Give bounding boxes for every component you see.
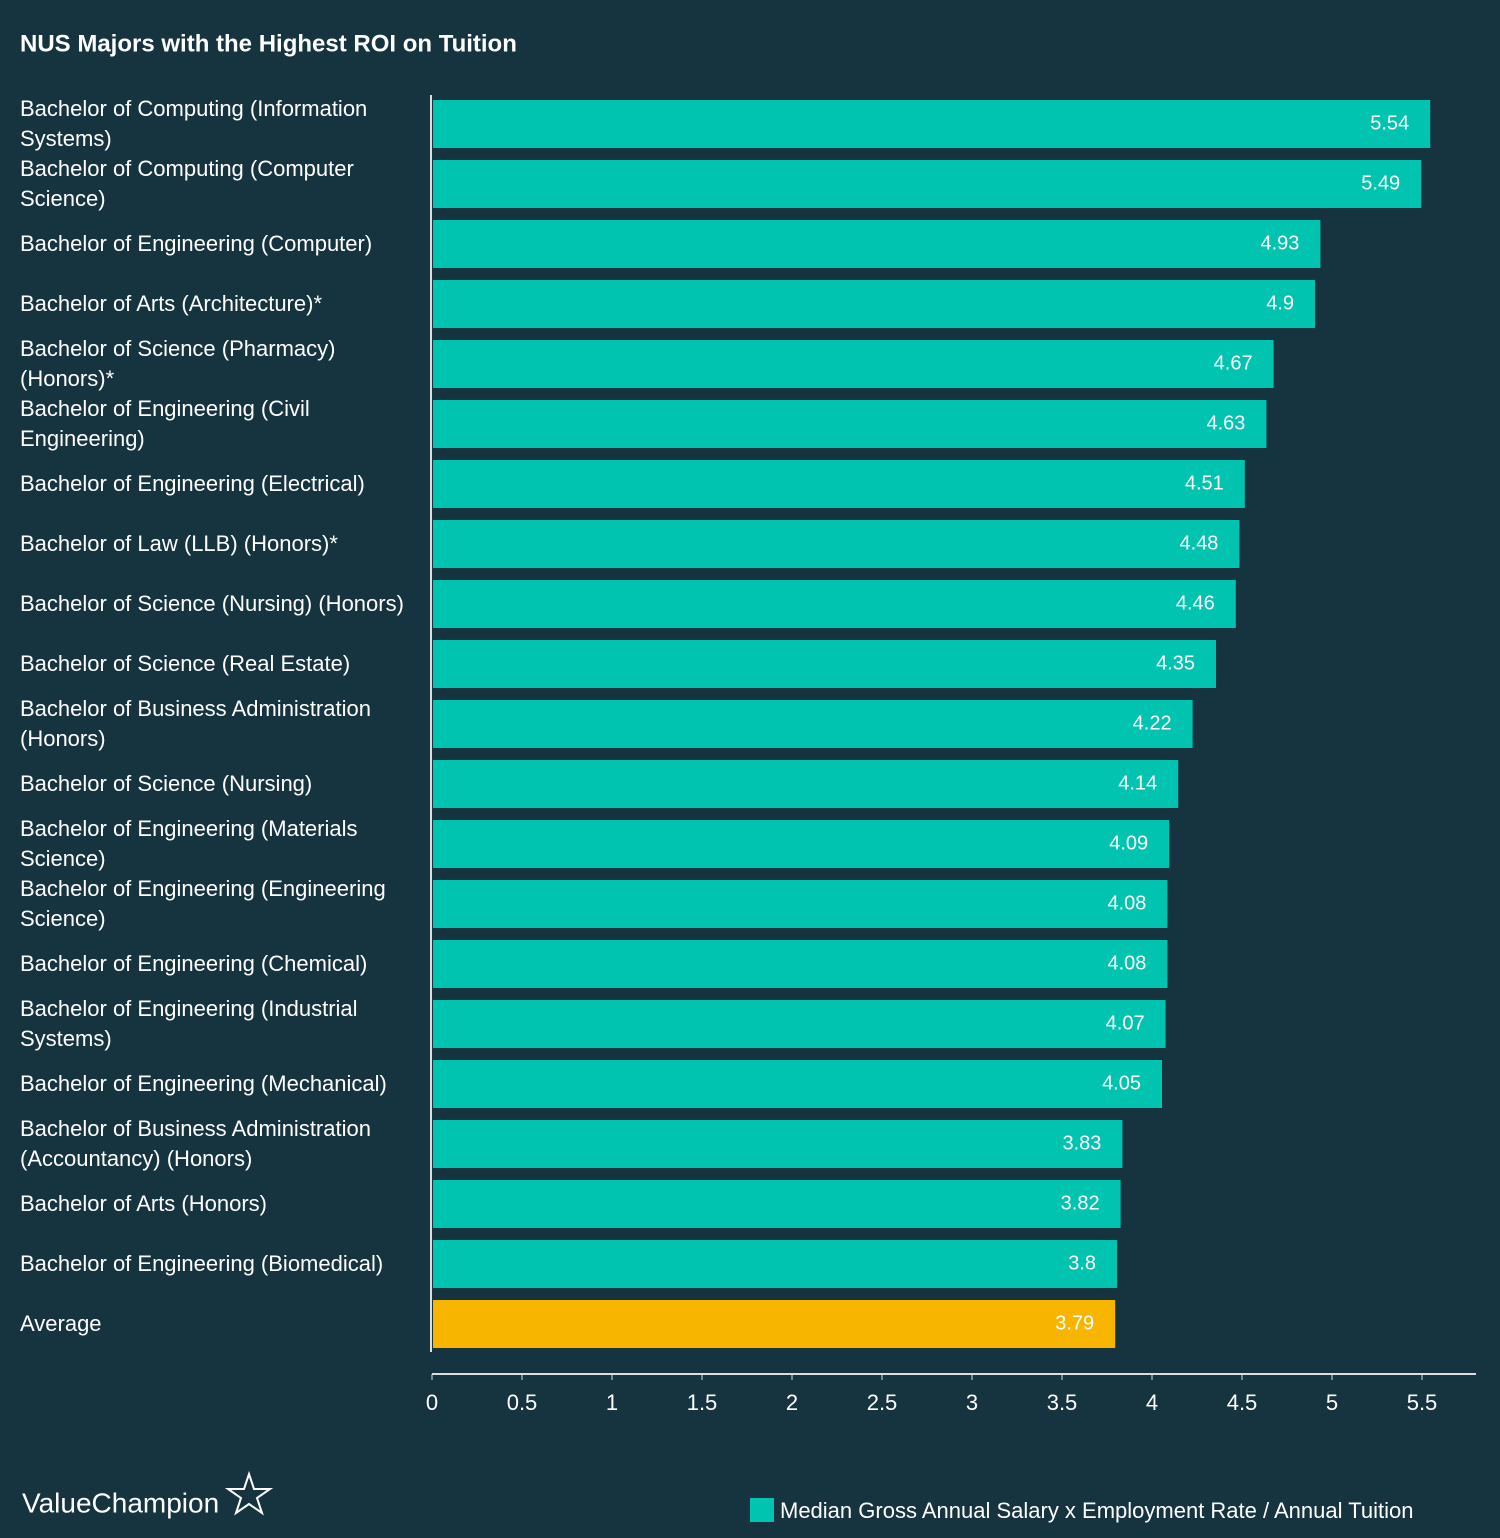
category-label: Bachelor of Engineering (Chemical) bbox=[20, 951, 368, 976]
bar bbox=[433, 400, 1267, 448]
category-label: Bachelor of Engineering (Industrial Syst… bbox=[20, 996, 358, 1051]
category-label: Average bbox=[20, 1311, 102, 1336]
x-tick-label: 0.5 bbox=[507, 1390, 538, 1415]
x-tick-label: 3.5 bbox=[1047, 1390, 1078, 1415]
bar bbox=[433, 100, 1431, 148]
x-tick-label: 3 bbox=[966, 1390, 978, 1415]
x-tick-label: 5 bbox=[1326, 1390, 1338, 1415]
value-label: 4.93 bbox=[1260, 232, 1299, 254]
value-label: 4.14 bbox=[1118, 772, 1157, 794]
bar bbox=[433, 940, 1168, 988]
bar bbox=[433, 160, 1422, 208]
brand: ValueChampion bbox=[22, 1487, 219, 1518]
x-tick-label: 1.5 bbox=[687, 1390, 718, 1415]
value-label: 4.46 bbox=[1176, 592, 1215, 614]
category-label: Bachelor of Arts (Architecture)* bbox=[20, 291, 323, 316]
category-label: Bachelor of Science (Nursing) (Honors) bbox=[20, 591, 404, 616]
category-label: Bachelor of Science (Pharmacy) (Honors)* bbox=[20, 336, 336, 391]
value-label: 4.48 bbox=[1179, 532, 1218, 554]
x-tick-label: 1 bbox=[606, 1390, 618, 1415]
value-label: 3.82 bbox=[1061, 1192, 1100, 1214]
bar bbox=[433, 640, 1216, 688]
value-label: 4.35 bbox=[1156, 652, 1195, 674]
legend-label: Median Gross Annual Salary x Employment … bbox=[780, 1498, 1413, 1523]
x-tick-label: 2 bbox=[786, 1390, 798, 1415]
value-label: 4.22 bbox=[1133, 712, 1172, 734]
value-label: 4.9 bbox=[1266, 292, 1294, 314]
bar bbox=[433, 1120, 1123, 1168]
bar bbox=[433, 1180, 1121, 1228]
category-label: Bachelor of Business Administration (Hon… bbox=[20, 696, 371, 751]
bar bbox=[433, 580, 1236, 628]
bar bbox=[433, 820, 1170, 868]
bar bbox=[433, 280, 1315, 328]
value-label: 4.63 bbox=[1206, 412, 1245, 434]
category-label: Bachelor of Science (Nursing) bbox=[20, 771, 313, 796]
category-label: Bachelor of Computing (Computer Science) bbox=[20, 156, 354, 211]
x-tick-label: 0 bbox=[426, 1390, 438, 1415]
category-label: Bachelor of Law (LLB) (Honors)* bbox=[20, 531, 338, 556]
chart-title: NUS Majors with the Highest ROI on Tuiti… bbox=[20, 30, 517, 57]
bar bbox=[433, 700, 1193, 748]
brand-star bbox=[224, 1470, 274, 1516]
bar bbox=[433, 760, 1179, 808]
value-label: 4.07 bbox=[1106, 1012, 1145, 1034]
category-label: Bachelor of Engineering (Engineering Sci… bbox=[20, 876, 386, 931]
x-tick-label: 4 bbox=[1146, 1390, 1158, 1415]
bar bbox=[433, 1000, 1166, 1048]
value-label: 4.09 bbox=[1109, 832, 1148, 854]
category-label: Bachelor of Engineering (Computer) bbox=[20, 231, 373, 256]
value-label: 4.51 bbox=[1185, 472, 1224, 494]
bar bbox=[433, 1300, 1116, 1348]
value-label: 4.08 bbox=[1107, 952, 1146, 974]
x-tick-label: 2.5 bbox=[867, 1390, 898, 1415]
value-label: 4.67 bbox=[1214, 352, 1253, 374]
bar bbox=[433, 460, 1245, 508]
value-label: 3.79 bbox=[1055, 1312, 1094, 1334]
category-label: Bachelor of Computing (Information Syste… bbox=[20, 96, 368, 151]
bar bbox=[433, 1240, 1117, 1288]
bar bbox=[433, 520, 1240, 568]
bar bbox=[433, 340, 1274, 388]
category-label: Bachelor of Engineering (Mechanical) bbox=[20, 1071, 387, 1096]
bar bbox=[433, 880, 1168, 928]
category-label: Bachelor of Engineering (Civil Engineeri… bbox=[20, 396, 310, 451]
bar bbox=[433, 220, 1321, 268]
value-label: 4.08 bbox=[1107, 892, 1146, 914]
category-label: Bachelor of Engineering (Biomedical) bbox=[20, 1251, 384, 1276]
category-label: Bachelor of Business Administration (Acc… bbox=[20, 1116, 371, 1171]
value-label: 5.54 bbox=[1370, 112, 1409, 134]
value-label: 3.8 bbox=[1068, 1252, 1096, 1274]
value-label: 5.49 bbox=[1361, 172, 1400, 194]
x-tick-label: 5.5 bbox=[1407, 1390, 1438, 1415]
x-tick-label: 4.5 bbox=[1227, 1390, 1258, 1415]
value-label: 3.83 bbox=[1062, 1132, 1101, 1154]
value-label: 4.05 bbox=[1102, 1072, 1141, 1094]
bar bbox=[433, 1060, 1162, 1108]
legend-swatch bbox=[750, 1498, 774, 1522]
category-label: Bachelor of Engineering (Electrical) bbox=[20, 471, 365, 496]
category-label: Bachelor of Science (Real Estate) bbox=[20, 651, 351, 676]
category-label: Bachelor of Engineering (Materials Scien… bbox=[20, 816, 358, 871]
category-label: Bachelor of Arts (Honors) bbox=[20, 1191, 267, 1216]
